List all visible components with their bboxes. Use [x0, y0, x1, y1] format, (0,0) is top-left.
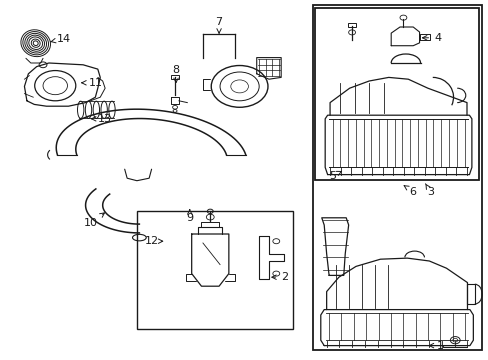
Text: 10: 10: [83, 213, 104, 228]
Text: 11: 11: [81, 78, 102, 88]
Text: 12: 12: [144, 236, 163, 246]
Text: 7: 7: [215, 17, 222, 33]
Text: 2: 2: [271, 272, 287, 282]
Bar: [171, 75, 179, 79]
Text: 1: 1: [428, 341, 443, 351]
Bar: [137, 211, 293, 329]
Text: 14: 14: [51, 34, 70, 44]
Text: 8: 8: [172, 65, 179, 82]
Bar: [347, 23, 355, 27]
Text: 4: 4: [422, 33, 440, 43]
Bar: [312, 5, 481, 350]
Text: 13: 13: [91, 114, 112, 124]
Text: 6: 6: [403, 186, 416, 197]
Bar: [315, 8, 478, 180]
Text: 9: 9: [186, 210, 193, 223]
Text: 3: 3: [425, 184, 433, 197]
Text: 5: 5: [328, 171, 341, 181]
